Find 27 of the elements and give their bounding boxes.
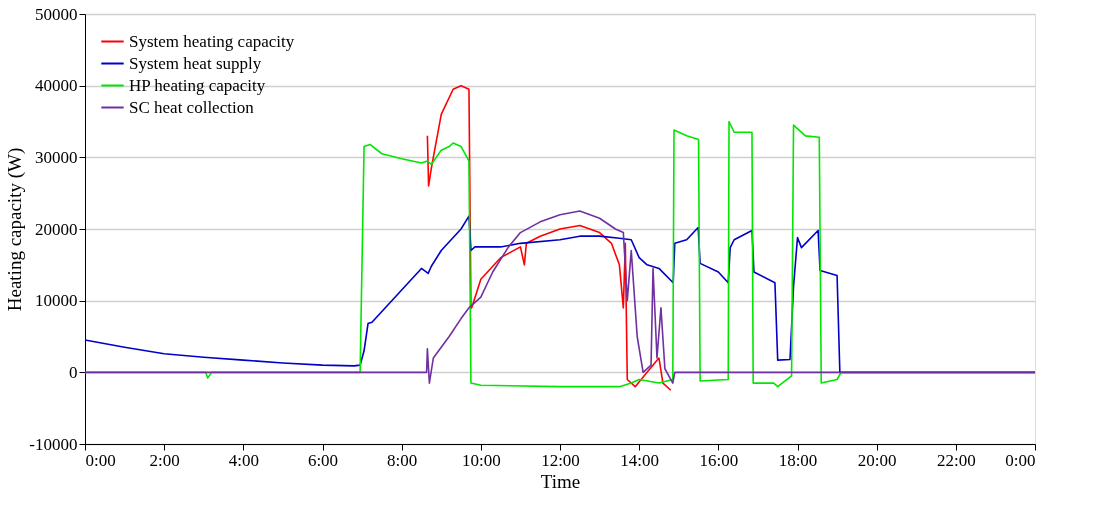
- y-tick-label: -10000: [29, 434, 78, 454]
- legend-label: System heating capacity: [129, 31, 295, 51]
- y-tick-label: 50000: [35, 4, 78, 24]
- x-tick-label: 4:00: [228, 450, 259, 470]
- x-tick-label: 12:00: [541, 450, 580, 470]
- x-tick-label: 8:00: [387, 450, 418, 470]
- x-tick-label: 16:00: [699, 450, 739, 470]
- x-tick-label: 22:00: [936, 450, 976, 470]
- x-tick-label: 18:00: [778, 450, 818, 470]
- x-tick-label: 6:00: [307, 450, 339, 470]
- line-series: [426, 84, 672, 392]
- y-axis-title: Heating capacity (W): [4, 147, 27, 312]
- legend-label: System heat supply: [129, 53, 262, 73]
- x-tick-label: 0:00: [85, 450, 116, 470]
- legend-label: SC heat collection: [129, 97, 255, 117]
- x-tick-label: 0:00: [1005, 450, 1036, 470]
- x-tick-label: 10:00: [461, 450, 501, 470]
- y-tick-label: 0: [69, 362, 78, 382]
- x-axis-title: Time: [540, 470, 581, 492]
- y-tick-label: 10000: [35, 291, 78, 311]
- y-tick-label: 30000: [35, 147, 78, 167]
- x-tick-label: 2:00: [149, 450, 180, 470]
- x-tick-label: 20:00: [857, 450, 897, 470]
- y-tick-label: 40000: [35, 76, 78, 96]
- x-tick-label: 14:00: [620, 450, 660, 470]
- y-tick-label: 20000: [35, 219, 78, 239]
- legend-label: HP heating capacity: [129, 75, 266, 95]
